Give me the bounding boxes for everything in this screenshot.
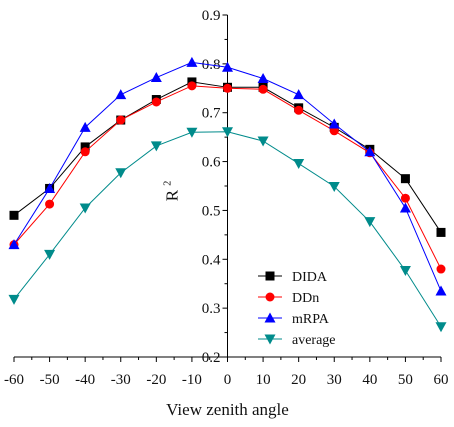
y-tick-label: 0.2 xyxy=(202,350,221,366)
legend: DIDA DDn mRPA average xyxy=(258,270,336,348)
axes: -60 -50 -40 -30 -20 -10 0 10 20 30 40 50 60 0.2 0.3 0.4… xyxy=(4,8,449,388)
data-point xyxy=(293,159,305,170)
data-point xyxy=(187,81,197,91)
data-point xyxy=(258,84,268,94)
data-point xyxy=(115,168,127,179)
data-point xyxy=(436,264,446,274)
series-layer xyxy=(8,56,447,333)
data-point xyxy=(257,73,269,84)
data-point xyxy=(8,294,20,305)
legend-label: mRPA xyxy=(292,312,330,327)
data-point xyxy=(8,239,20,250)
data-point xyxy=(80,147,90,157)
data-point xyxy=(151,97,161,107)
data-point xyxy=(293,89,305,100)
data-point xyxy=(400,174,410,184)
y-axis-title: R 2 xyxy=(163,181,182,202)
x-tick-label: 60 xyxy=(434,372,449,388)
y-tick-label: 0.4 xyxy=(202,252,221,268)
x-tick-label: -60 xyxy=(4,372,24,388)
legend-item: DDn xyxy=(258,291,319,306)
data-point xyxy=(400,193,410,203)
data-point xyxy=(79,203,91,214)
legend-marker xyxy=(264,312,276,323)
legend-label: DDn xyxy=(292,291,319,306)
data-point xyxy=(9,210,19,220)
data-point xyxy=(399,202,411,213)
data-point xyxy=(329,126,339,136)
x-tick-label: 0 xyxy=(224,372,232,388)
legend-marker xyxy=(264,334,276,345)
x-tick-label: 10 xyxy=(256,372,271,388)
data-point xyxy=(328,118,340,129)
data-point xyxy=(150,141,162,152)
x-tick-label: -50 xyxy=(40,372,60,388)
data-point xyxy=(328,181,340,192)
data-point xyxy=(364,146,376,157)
data-point xyxy=(186,56,198,67)
data-point xyxy=(435,285,447,296)
y-tick-label: 0.6 xyxy=(202,155,221,171)
legend-marker xyxy=(265,292,275,302)
data-point xyxy=(257,136,269,147)
x-axis-title: View zenith angle xyxy=(166,400,289,419)
data-point xyxy=(222,61,233,72)
data-point xyxy=(222,127,233,138)
data-point xyxy=(45,199,55,209)
legend-item: mRPA xyxy=(258,312,330,327)
x-tick-label: -10 xyxy=(182,372,202,388)
series-mrpa xyxy=(8,56,447,296)
x-tick-label: 40 xyxy=(362,372,377,388)
series-average xyxy=(8,127,447,333)
y-tick-label: 0.9 xyxy=(202,8,221,24)
y-axis-title-superscript: 2 xyxy=(163,181,174,186)
legend-item: average xyxy=(258,333,336,348)
y-axis-title-base: R xyxy=(163,189,182,201)
data-point xyxy=(80,142,90,152)
legend-label: DIDA xyxy=(292,270,328,285)
y-tick-label: 0.7 xyxy=(202,106,221,122)
data-point xyxy=(364,217,376,228)
data-point xyxy=(223,83,232,93)
y-tick-label: 0.5 xyxy=(202,203,221,219)
x-tick-label: -30 xyxy=(111,372,131,388)
y-tick-label: 0.3 xyxy=(202,301,221,317)
legend-marker xyxy=(265,271,275,281)
x-tick-label: -40 xyxy=(75,372,95,388)
data-point xyxy=(294,105,304,115)
data-point xyxy=(435,322,447,333)
data-point xyxy=(150,72,162,83)
data-point xyxy=(116,115,126,125)
legend-label: average xyxy=(292,333,336,348)
data-point xyxy=(79,121,91,132)
x-tick-label: 20 xyxy=(291,372,306,388)
data-point xyxy=(436,227,446,237)
legend-item: DIDA xyxy=(258,270,328,285)
data-point xyxy=(186,127,198,138)
x-tick-label: 50 xyxy=(398,372,413,388)
data-point xyxy=(399,266,411,277)
data-point xyxy=(115,89,127,100)
data-point xyxy=(44,182,56,193)
x-tick-label: 30 xyxy=(327,372,342,388)
data-point xyxy=(44,249,56,260)
x-tick-label: -20 xyxy=(146,372,166,388)
